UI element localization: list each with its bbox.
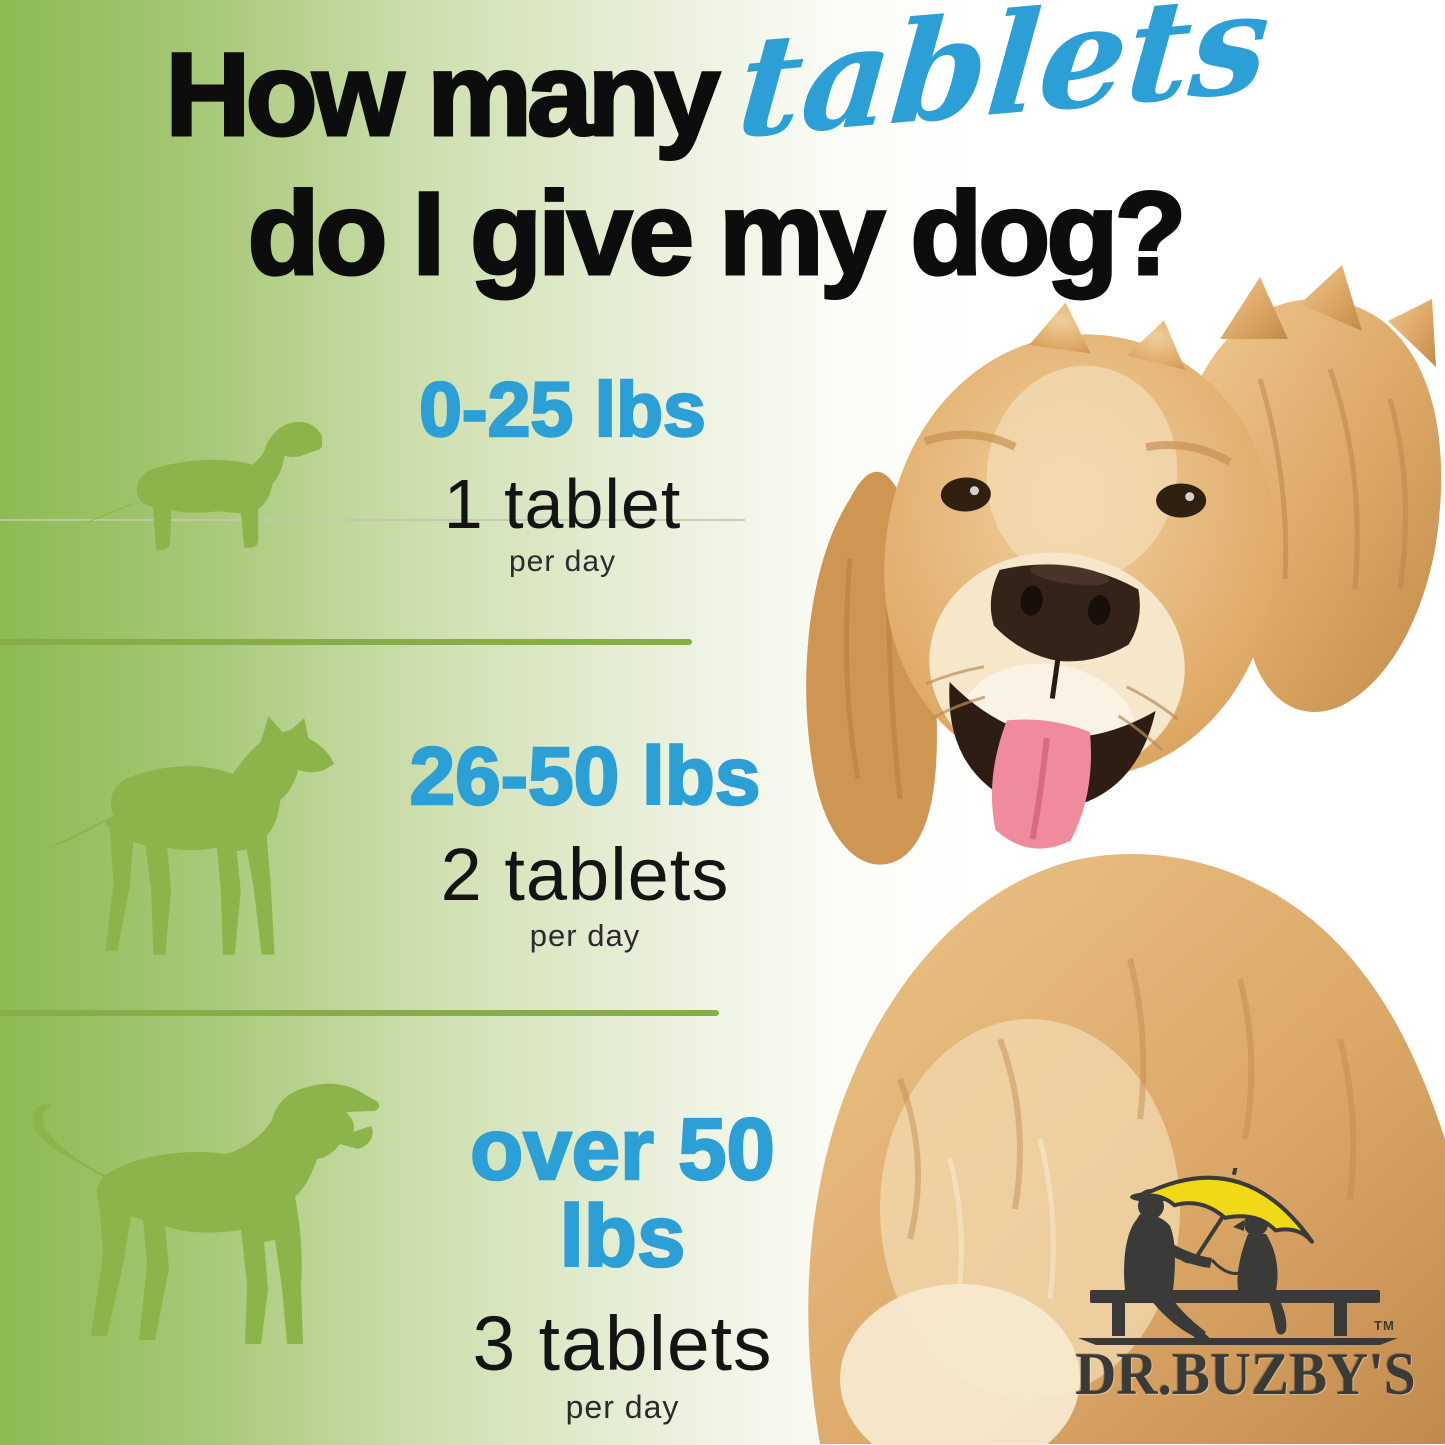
dachshund-silhouette-icon [70, 421, 322, 550]
trademark-symbol: TM [1374, 1318, 1395, 1333]
dosage-row-large: over 50 lbs 3 tablets per day [400, 1101, 845, 1425]
golden-retriever-photo [806, 265, 1445, 1445]
divider-row2-row3 [0, 1010, 719, 1016]
woman-and-dog-on-bench-with-umbrella-icon [1078, 1168, 1398, 1345]
divider-row1-row2 [0, 639, 692, 645]
frequency-small: per day [508, 545, 617, 578]
dose-small: 1 tablet [443, 465, 682, 543]
weight-range-medium: 26-50 lbs [408, 731, 761, 822]
medium-dog-silhouette-icon [45, 716, 335, 955]
large-dog-silhouette-icon [32, 1083, 380, 1344]
weight-range-small: 0-25 lbs [418, 367, 707, 453]
frequency-medium: per day [529, 918, 641, 953]
brand-name: DR.BUZBY'S [1075, 1341, 1416, 1408]
dosage-row-medium: 26-50 lbs 2 tablets per day [390, 731, 780, 953]
row1-baseline-divider [0, 519, 745, 521]
title-line-2: do I give my dog? [246, 168, 1188, 301]
title-script-word: tablets [732, 0, 1277, 171]
weight-range-large: over 50 lbs [469, 1101, 776, 1285]
frequency-large: per day [565, 1389, 680, 1425]
page-title: How many tablets do I give my dog? [0, 0, 1430, 301]
dose-large: 3 tablets [472, 1301, 773, 1387]
dosage-row-small: 0-25 lbs 1 tablet per day [385, 367, 740, 578]
title-line-1: How many tablets [0, 0, 1430, 170]
dose-medium: 2 tablets [440, 833, 730, 916]
title-prefix: How many [164, 27, 722, 162]
